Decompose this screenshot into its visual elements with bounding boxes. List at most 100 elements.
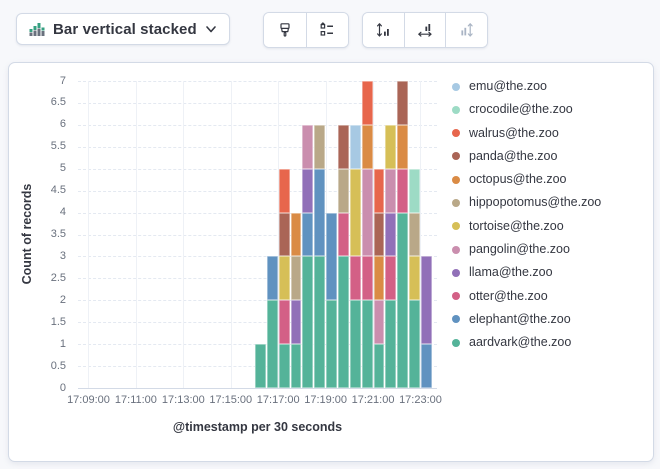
bar-segment[interactable] [314,124,326,169]
bar-segment[interactable] [385,256,397,301]
bar-segment[interactable] [397,168,409,213]
bottom-axis-button[interactable] [404,13,447,47]
legend-color-dot [452,129,460,138]
left-axis-button[interactable] [363,13,405,47]
legend-label: pangolin@the.zoo [469,242,570,257]
bar-segment[interactable] [278,212,290,257]
bar-segment[interactable] [361,124,373,169]
legend-item[interactable]: pangolin@the.zoo [452,243,601,256]
legend-item[interactable]: otter@the.zoo [452,289,601,303]
bar-chart-plot [78,81,437,389]
style-button-group [263,12,349,48]
legend-settings-button[interactable] [306,13,348,47]
bar-segment[interactable] [290,344,302,388]
legend-item[interactable]: tortoise@the.zoo [452,218,601,233]
legend-color-dot [452,198,460,207]
bar-segment[interactable] [337,124,349,169]
bar-segment[interactable] [278,256,290,301]
legend-item[interactable]: walrus@the.zoo [452,125,601,140]
bar-segment[interactable] [337,212,349,257]
bar-segment[interactable] [409,168,420,213]
right-axis-button[interactable] [446,13,487,47]
legend-color-dot [452,175,460,184]
bar-segment[interactable] [302,124,314,169]
bar-segment[interactable] [349,124,361,169]
legend-item[interactable]: llama@the.zoo [452,266,601,279]
legend-item[interactable]: crocodile@the.zoo [452,103,601,116]
bar-segment[interactable] [361,81,373,125]
legend-color-dot [452,245,460,254]
bar-segment[interactable] [420,256,432,345]
legend-settings-icon [319,22,335,38]
legend-label: hippopotomus@the.zoo [469,195,602,210]
bar-segment[interactable] [373,256,385,301]
bar-segment[interactable] [397,81,409,125]
bar-segment[interactable] [326,212,337,301]
x-tick-label: 17:23:00 [399,394,442,406]
legend-color-dot [452,338,460,347]
bar-segment[interactable] [385,300,397,388]
bar-segment[interactable] [266,256,278,301]
legend-color-dot [452,82,460,91]
bar-segment[interactable] [385,124,397,169]
legend-label: tortoise@the.zoo [469,218,564,233]
y-tick-label: 1 [59,337,66,350]
bar-segment[interactable] [409,300,420,388]
bar-segment[interactable] [397,124,409,169]
legend-item[interactable]: aardvark@the.zoo [452,336,601,349]
bar-segment[interactable] [373,168,385,213]
bar-segment[interactable] [361,300,373,388]
bar-segment[interactable] [266,300,278,388]
gridline-horizontal [78,256,437,258]
bar-segment[interactable] [278,300,290,345]
bar-segment[interactable] [290,300,302,345]
bar-segment[interactable] [278,344,290,388]
legend-item[interactable]: emu@the.zoo [452,80,601,93]
legend-item[interactable]: octopus@the.zoo [452,173,601,186]
bar-segment[interactable] [290,212,302,257]
legend-item[interactable]: panda@the.zoo [452,149,601,163]
bar-segment[interactable] [326,300,337,388]
bar-segment[interactable] [314,256,326,388]
legend-label: llama@the.zoo [469,265,553,280]
legend-color-dot [452,222,460,231]
gridline-horizontal [78,300,437,302]
bar-segment[interactable] [278,168,290,213]
bar-segment[interactable] [314,168,326,257]
gridline-vertical [135,81,137,388]
bar-segment[interactable] [361,256,373,301]
bar-segment[interactable] [373,212,385,257]
legend-color-dot [452,315,460,324]
bar-segment[interactable] [302,168,314,213]
legend-item[interactable]: hippopotomus@the.zoo [452,196,601,209]
bar-segment[interactable] [420,344,432,388]
bar-segment[interactable] [337,256,349,388]
legend-item[interactable]: elephant@the.zoo [452,312,601,326]
gridline-horizontal [78,278,437,280]
legend-label: walrus@the.zoo [469,125,559,140]
bar-segment[interactable] [373,300,385,345]
legend-label: octopus@the.zoo [469,172,567,187]
chart-type-dropdown[interactable]: Bar vertical stacked [16,13,230,45]
bar-segment[interactable] [349,256,361,301]
bar-segment[interactable] [349,300,361,388]
bar-segment[interactable] [349,168,361,257]
bar-segment[interactable] [290,256,302,301]
bar-segment[interactable] [373,344,385,388]
bar-segment[interactable] [385,168,397,213]
bottom-axis-icon [417,22,433,38]
bar-segment[interactable] [409,256,420,301]
bar-segment[interactable] [302,256,314,388]
legend-color-dot [452,152,460,161]
chevron-down-icon [205,23,217,35]
brush-button[interactable] [264,13,307,47]
bar-segment[interactable] [337,168,349,213]
bar-segment[interactable] [302,212,314,257]
bar-segment[interactable] [361,168,373,257]
gridline-vertical [230,81,232,388]
bar-segment[interactable] [254,344,266,388]
y-tick-label: 0 [59,381,66,394]
bar-segment[interactable] [409,212,420,257]
bar-segment[interactable] [397,212,409,388]
bar-segment[interactable] [385,212,397,257]
